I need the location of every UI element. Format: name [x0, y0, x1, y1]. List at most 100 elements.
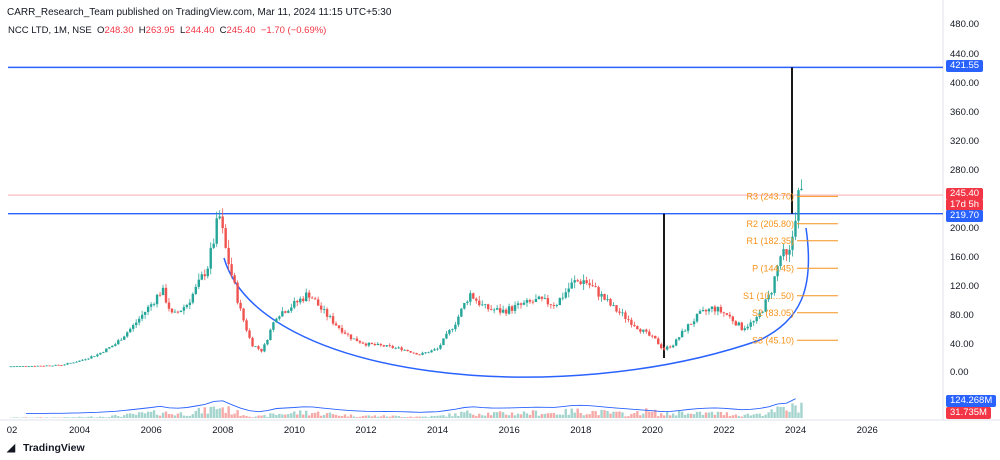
volume-bar: [149, 411, 153, 418]
candle-body: [746, 326, 749, 329]
candle-body: [66, 363, 69, 365]
volume-bar: [516, 413, 520, 418]
candle-body: [448, 329, 451, 334]
candle-body: [290, 307, 293, 311]
candle-body: [287, 310, 290, 313]
candle-body: [164, 287, 168, 303]
volume-bar: [773, 412, 776, 418]
candle-body: [475, 298, 478, 301]
volume-bar: [510, 412, 514, 418]
volume-bar: [340, 415, 344, 418]
volume-bar: [680, 411, 684, 418]
close-value: 245.40: [226, 25, 256, 36]
x-tick-label: 2020: [642, 425, 663, 436]
candle-body: [51, 365, 54, 367]
volume-bar: [436, 415, 439, 418]
volume-bar: [406, 417, 409, 418]
volume-bar: [266, 416, 269, 418]
candle-body: [800, 188, 803, 191]
volume-bar: [492, 412, 496, 418]
candle-body: [445, 333, 448, 339]
candle-body: [218, 216, 221, 219]
candle-body: [788, 249, 791, 255]
ohlc-line: NCC LTD, 1M, NSE O248.30 H263.95 L244.40…: [8, 25, 326, 36]
candle-body: [648, 331, 651, 336]
candle-body: [355, 338, 359, 342]
candle-body: [668, 346, 672, 348]
candle-body: [299, 298, 302, 303]
tradingview-branding[interactable]: ◢ TradingView: [7, 442, 85, 454]
volume-bar: [534, 410, 538, 418]
volume-bar: [212, 406, 215, 418]
candle-body: [421, 352, 424, 355]
volume-bar: [457, 415, 460, 418]
pivot-label: R3 (243.70): [746, 191, 794, 201]
candle-body: [203, 274, 206, 277]
volume-bar: [364, 415, 368, 418]
candle-body: [686, 324, 690, 331]
candle-body: [230, 264, 233, 276]
candle-body: [478, 300, 481, 306]
volume-bar: [546, 413, 550, 418]
y-tick-label: 40.00: [950, 339, 974, 350]
y-tick-label: 120.00: [950, 281, 979, 292]
low-label: L: [180, 25, 186, 36]
volume-bar: [45, 417, 48, 418]
x-tick-label: 2004: [69, 425, 90, 436]
volume-bar: [791, 403, 794, 418]
volume-bar: [90, 416, 93, 418]
volume-bar: [376, 416, 380, 418]
candle-body: [660, 344, 663, 349]
candle-body: [188, 302, 192, 306]
candle-body: [382, 345, 385, 347]
volume-bar: [433, 416, 436, 418]
candle-body: [263, 344, 266, 352]
volume-bar: [585, 414, 588, 418]
volume-bar: [788, 411, 791, 418]
candle-body: [30, 365, 33, 367]
candle-body: [158, 294, 162, 296]
candle-body: [704, 309, 708, 312]
volume-bar: [513, 415, 517, 418]
candle-body: [45, 365, 48, 367]
candle-body: [770, 292, 773, 295]
candle-body: [713, 306, 717, 312]
candle-body: [18, 366, 22, 367]
volume-bar: [552, 412, 556, 418]
volume-bar: [331, 414, 335, 418]
candle-body: [469, 293, 472, 302]
volume-bar: [39, 417, 42, 418]
candle-body: [194, 286, 198, 294]
volume-bar: [683, 414, 687, 418]
volume-bar: [761, 415, 764, 418]
volume-bar: [689, 413, 693, 418]
volume-bar: [316, 411, 320, 418]
volume-bar: [466, 410, 469, 418]
candle-body: [719, 307, 723, 313]
candle-body: [764, 299, 767, 312]
level-tag-top-text: 421.55: [950, 60, 980, 71]
x-tick-label: 2012: [355, 425, 376, 436]
volume-bar: [281, 414, 284, 418]
candle-body: [663, 348, 666, 350]
volume-bar: [645, 408, 648, 418]
volume-bar: [126, 413, 129, 418]
volume-bar: [161, 412, 165, 418]
volume-bar: [537, 415, 541, 418]
y-tick-label: 400.00: [950, 78, 979, 89]
candle-body: [120, 339, 123, 341]
candle-body: [555, 305, 559, 306]
pivot-label: R1 (182.35): [746, 236, 794, 246]
volume-bar: [197, 407, 201, 418]
volume-bar: [346, 416, 350, 418]
volume-bar: [430, 415, 433, 418]
y-tick-label: 0.00: [950, 367, 969, 378]
volume-bar: [263, 414, 266, 418]
volume-bar: [293, 411, 296, 418]
candle-body: [540, 296, 544, 299]
candle-body: [782, 249, 785, 257]
candle-body: [364, 343, 368, 346]
volume-bar: [642, 413, 645, 418]
candle-body: [254, 346, 257, 348]
